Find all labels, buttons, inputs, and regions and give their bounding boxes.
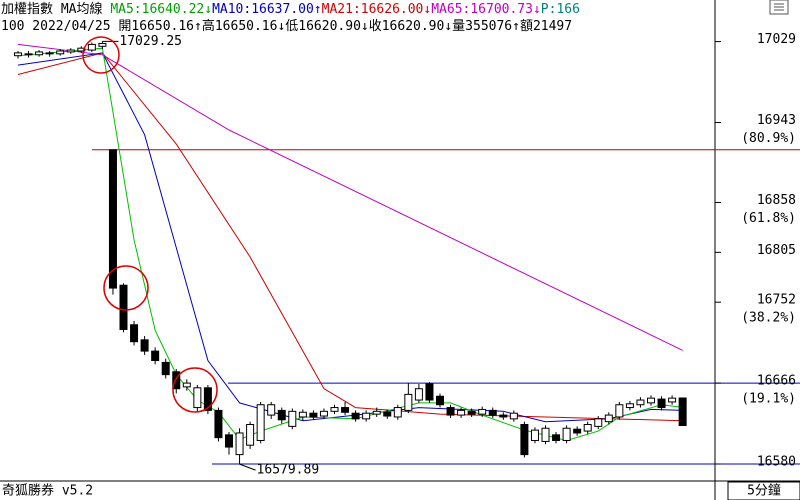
candle-body: [604, 414, 613, 423]
candle-body: [87, 43, 96, 51]
candle-body: [615, 404, 624, 418]
candle-body: [541, 427, 550, 442]
candle-body: [414, 388, 423, 401]
candle-body: [341, 407, 350, 413]
highlight-circle: [82, 36, 120, 74]
candle-body: [436, 395, 444, 406]
candle-body: [594, 418, 603, 427]
candle-body: [636, 399, 645, 406]
candle-body: [35, 51, 44, 56]
candle-body: [56, 50, 65, 55]
header-item: P:166: [541, 2, 580, 17]
candle-body: [362, 412, 371, 420]
candle-body: [182, 382, 191, 388]
candle-body: [499, 414, 508, 418]
candle-body: [530, 429, 539, 441]
header-item: MA5:16640.22↓: [110, 2, 212, 17]
candle-body: [77, 47, 86, 52]
candle-body: [288, 410, 297, 427]
y-tick-label: 16858: [757, 193, 796, 208]
candle-body: [330, 407, 339, 412]
candle-body: [298, 411, 307, 418]
y-tick-label: 17029: [757, 32, 796, 47]
y-tick-label: 16752: [757, 293, 796, 308]
candle-body: [309, 412, 318, 418]
annotation-label: 16579.89: [257, 463, 320, 478]
header-item: MA65:16700.73↓: [431, 2, 541, 17]
candle-body: [488, 409, 497, 416]
candle-body: [203, 387, 212, 411]
candle-body: [45, 52, 54, 55]
candle-body: [172, 371, 181, 390]
candle-body: [573, 428, 582, 434]
header: 加權指數 MA均線 MA5:16640.22↓MA10:16637.00↑MA2…: [1, 1, 580, 34]
candle-body: [625, 403, 634, 409]
footer-label: 奇狐勝券 v5.2: [2, 483, 93, 499]
annotation-label: 17029.25: [119, 34, 182, 49]
candle-body: [214, 409, 223, 439]
header-item: MA10:16637.00↑: [212, 2, 322, 17]
y-tick-label: 16943: [757, 113, 796, 128]
candle-body: [225, 434, 233, 448]
y-tick-label: 16580: [757, 455, 796, 470]
candle-body: [552, 434, 561, 441]
candle-body: [383, 411, 392, 417]
candle-body: [583, 423, 592, 432]
candle-body: [319, 410, 328, 417]
candle-body: [678, 397, 687, 427]
candle-body: [235, 432, 244, 456]
candle-body: [267, 404, 276, 416]
highlight-circle: [103, 265, 149, 311]
header-item: 加權指數 MA均線: [1, 1, 110, 17]
retracement-label: (80.9%): [741, 131, 796, 146]
candle-body: [66, 49, 75, 53]
retracement-label: (19.1%): [741, 392, 796, 407]
candle-body: [647, 397, 655, 404]
candle-body: [119, 284, 128, 330]
candle-body: [467, 410, 476, 415]
candle-body: [425, 383, 434, 401]
candle-body: [520, 423, 529, 456]
header-line: 加權指數 MA均線 MA5:16640.22↓MA10:16637.00↑MA2…: [1, 1, 580, 17]
candle-body: [657, 398, 666, 409]
candle-body: [256, 404, 265, 441]
candle-body: [509, 412, 518, 420]
header-line: 100 2022/04/25 開16650.16↑高16650.16↓低1662…: [1, 18, 572, 34]
header-item: 100 2022/04/25 開16650.16↑高16650.16↓低1662…: [1, 18, 572, 34]
y-tick-label: 16666: [757, 374, 796, 389]
candle-body: [351, 412, 360, 420]
candle-body: [478, 408, 487, 415]
candle-body: [98, 42, 107, 47]
header-item: MA21:16626.00↓: [322, 2, 432, 17]
candle-body: [161, 361, 170, 376]
candle-body: [562, 427, 571, 441]
candle-body: [277, 409, 286, 421]
candle-body: [151, 350, 160, 362]
annotation-leader: [239, 463, 256, 471]
candle-body: [668, 397, 677, 403]
retracement-label: (61.8%): [741, 211, 796, 226]
candle-body: [193, 387, 202, 409]
candle-body: [372, 410, 381, 415]
candle-body: [446, 407, 455, 416]
candle-body: [24, 53, 33, 56]
candle-body: [393, 407, 402, 418]
candle-body: [457, 409, 466, 416]
candle-body: [246, 423, 255, 446]
highlight-circle: [172, 367, 218, 413]
period-box[interactable]: [727, 481, 800, 500]
ma-line: [17, 47, 683, 442]
candle-body: [14, 52, 22, 57]
y-tick-label: 16805: [757, 243, 796, 258]
candle-body: [140, 339, 149, 352]
candle-body: [130, 324, 139, 343]
candle-body: [404, 393, 413, 411]
retracement-label: (38.2%): [741, 311, 796, 326]
period-label[interactable]: 5分鐘: [747, 483, 781, 499]
candle-body: [108, 149, 117, 289]
plot-area: 17029.25 16579.89: [14, 34, 800, 478]
